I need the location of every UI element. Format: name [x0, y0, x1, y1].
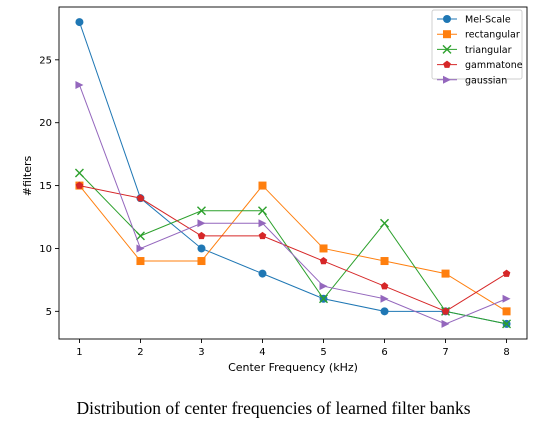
- x-tick-label: 6: [381, 347, 387, 358]
- legend-marker-mel-scale: [443, 15, 451, 23]
- data-point-gammatone: [502, 269, 511, 277]
- data-point-mel-scale: [75, 18, 84, 27]
- series-line-rectangular: [79, 184, 507, 312]
- data-point-gammatone: [319, 257, 328, 265]
- x-tick-label: 8: [503, 347, 509, 358]
- data-point-mel-scale: [197, 244, 206, 253]
- y-tick-label: 15: [39, 181, 52, 192]
- plot-area: 1 2 3 4 5 6 7 8 5 10 15 20 25 Mel-Scale rectangular tri…: [39, 6, 528, 358]
- legend-label-gaussian: gaussian: [465, 75, 507, 86]
- x-tick-label: 5: [320, 347, 326, 358]
- legend-label-rectangular: rectangular: [465, 30, 520, 41]
- data-point-triangular: [380, 218, 390, 228]
- legend-marker-gammatone: [443, 60, 451, 68]
- series-line-mel-scale: [78, 21, 507, 325]
- axes-frame: [58, 6, 528, 340]
- data-point-triangular: [74, 168, 84, 178]
- data-point-gammatone: [380, 282, 389, 290]
- data-point-rectangular: [319, 244, 328, 253]
- x-tick-label: 4: [259, 347, 265, 358]
- data-point-gammatone: [441, 307, 450, 315]
- data-point-gammatone: [75, 181, 84, 189]
- y-axis-label: #filters: [21, 155, 34, 196]
- data-point-rectangular: [502, 307, 511, 316]
- data-point-triangular: [135, 231, 145, 241]
- legend-label-triangular: triangular: [465, 45, 512, 56]
- legend-marker-triangular: [442, 44, 452, 54]
- data-point-mel-scale: [258, 269, 267, 278]
- data-point-rectangular: [258, 181, 267, 190]
- legend-marker-rectangular: [443, 30, 451, 39]
- x-tick-label: 2: [137, 347, 143, 358]
- series-line-gaussian: [78, 84, 507, 325]
- x-tick-label: 7: [442, 347, 448, 358]
- data-point-rectangular: [197, 257, 206, 266]
- data-point-gaussian: [319, 282, 328, 291]
- data-point-triangular: [257, 206, 267, 216]
- data-point-gaussian: [197, 219, 206, 228]
- legend-label-mel-scale: Mel-Scale: [465, 15, 511, 26]
- legend-label-gammatone: gammatone: [465, 60, 523, 71]
- legend: [431, 9, 523, 80]
- x-axis-label: Center Frequency (kHz): [228, 361, 358, 374]
- figure-caption: Distribution of center frequencies of le…: [76, 398, 471, 418]
- x-tick-label: 3: [198, 347, 204, 358]
- line-chart: 1 2 3 4 5 6 7 8 5 10 15 20 25 Mel-Scale rectangular tri…: [21, 6, 528, 374]
- data-point-triangular: [319, 294, 329, 304]
- data-point-rectangular: [380, 257, 389, 266]
- data-point-gammatone: [197, 231, 206, 240]
- data-point-triangular: [196, 206, 206, 216]
- data-point-gammatone: [258, 231, 267, 240]
- data-point-gaussian: [380, 294, 389, 303]
- data-point-triangular: [502, 319, 512, 329]
- x-tick-label: 1: [76, 347, 82, 358]
- data-point-rectangular: [136, 257, 145, 266]
- data-point-gammatone: [136, 194, 145, 202]
- y-tick-label: 25: [39, 55, 52, 66]
- y-tick-label: 20: [39, 118, 52, 129]
- legend-marker-gaussian: [443, 75, 451, 84]
- series-line-gammatone: [79, 185, 507, 312]
- data-point-gaussian: [502, 294, 511, 303]
- y-tick-label: 10: [39, 244, 52, 255]
- data-point-rectangular: [441, 269, 450, 278]
- y-tick-label: 5: [46, 307, 52, 318]
- data-point-gaussian: [75, 80, 84, 89]
- data-point-gaussian: [258, 219, 267, 228]
- data-point-gaussian: [441, 319, 450, 328]
- data-point-mel-scale: [380, 307, 389, 316]
- data-point-gaussian: [136, 244, 145, 253]
